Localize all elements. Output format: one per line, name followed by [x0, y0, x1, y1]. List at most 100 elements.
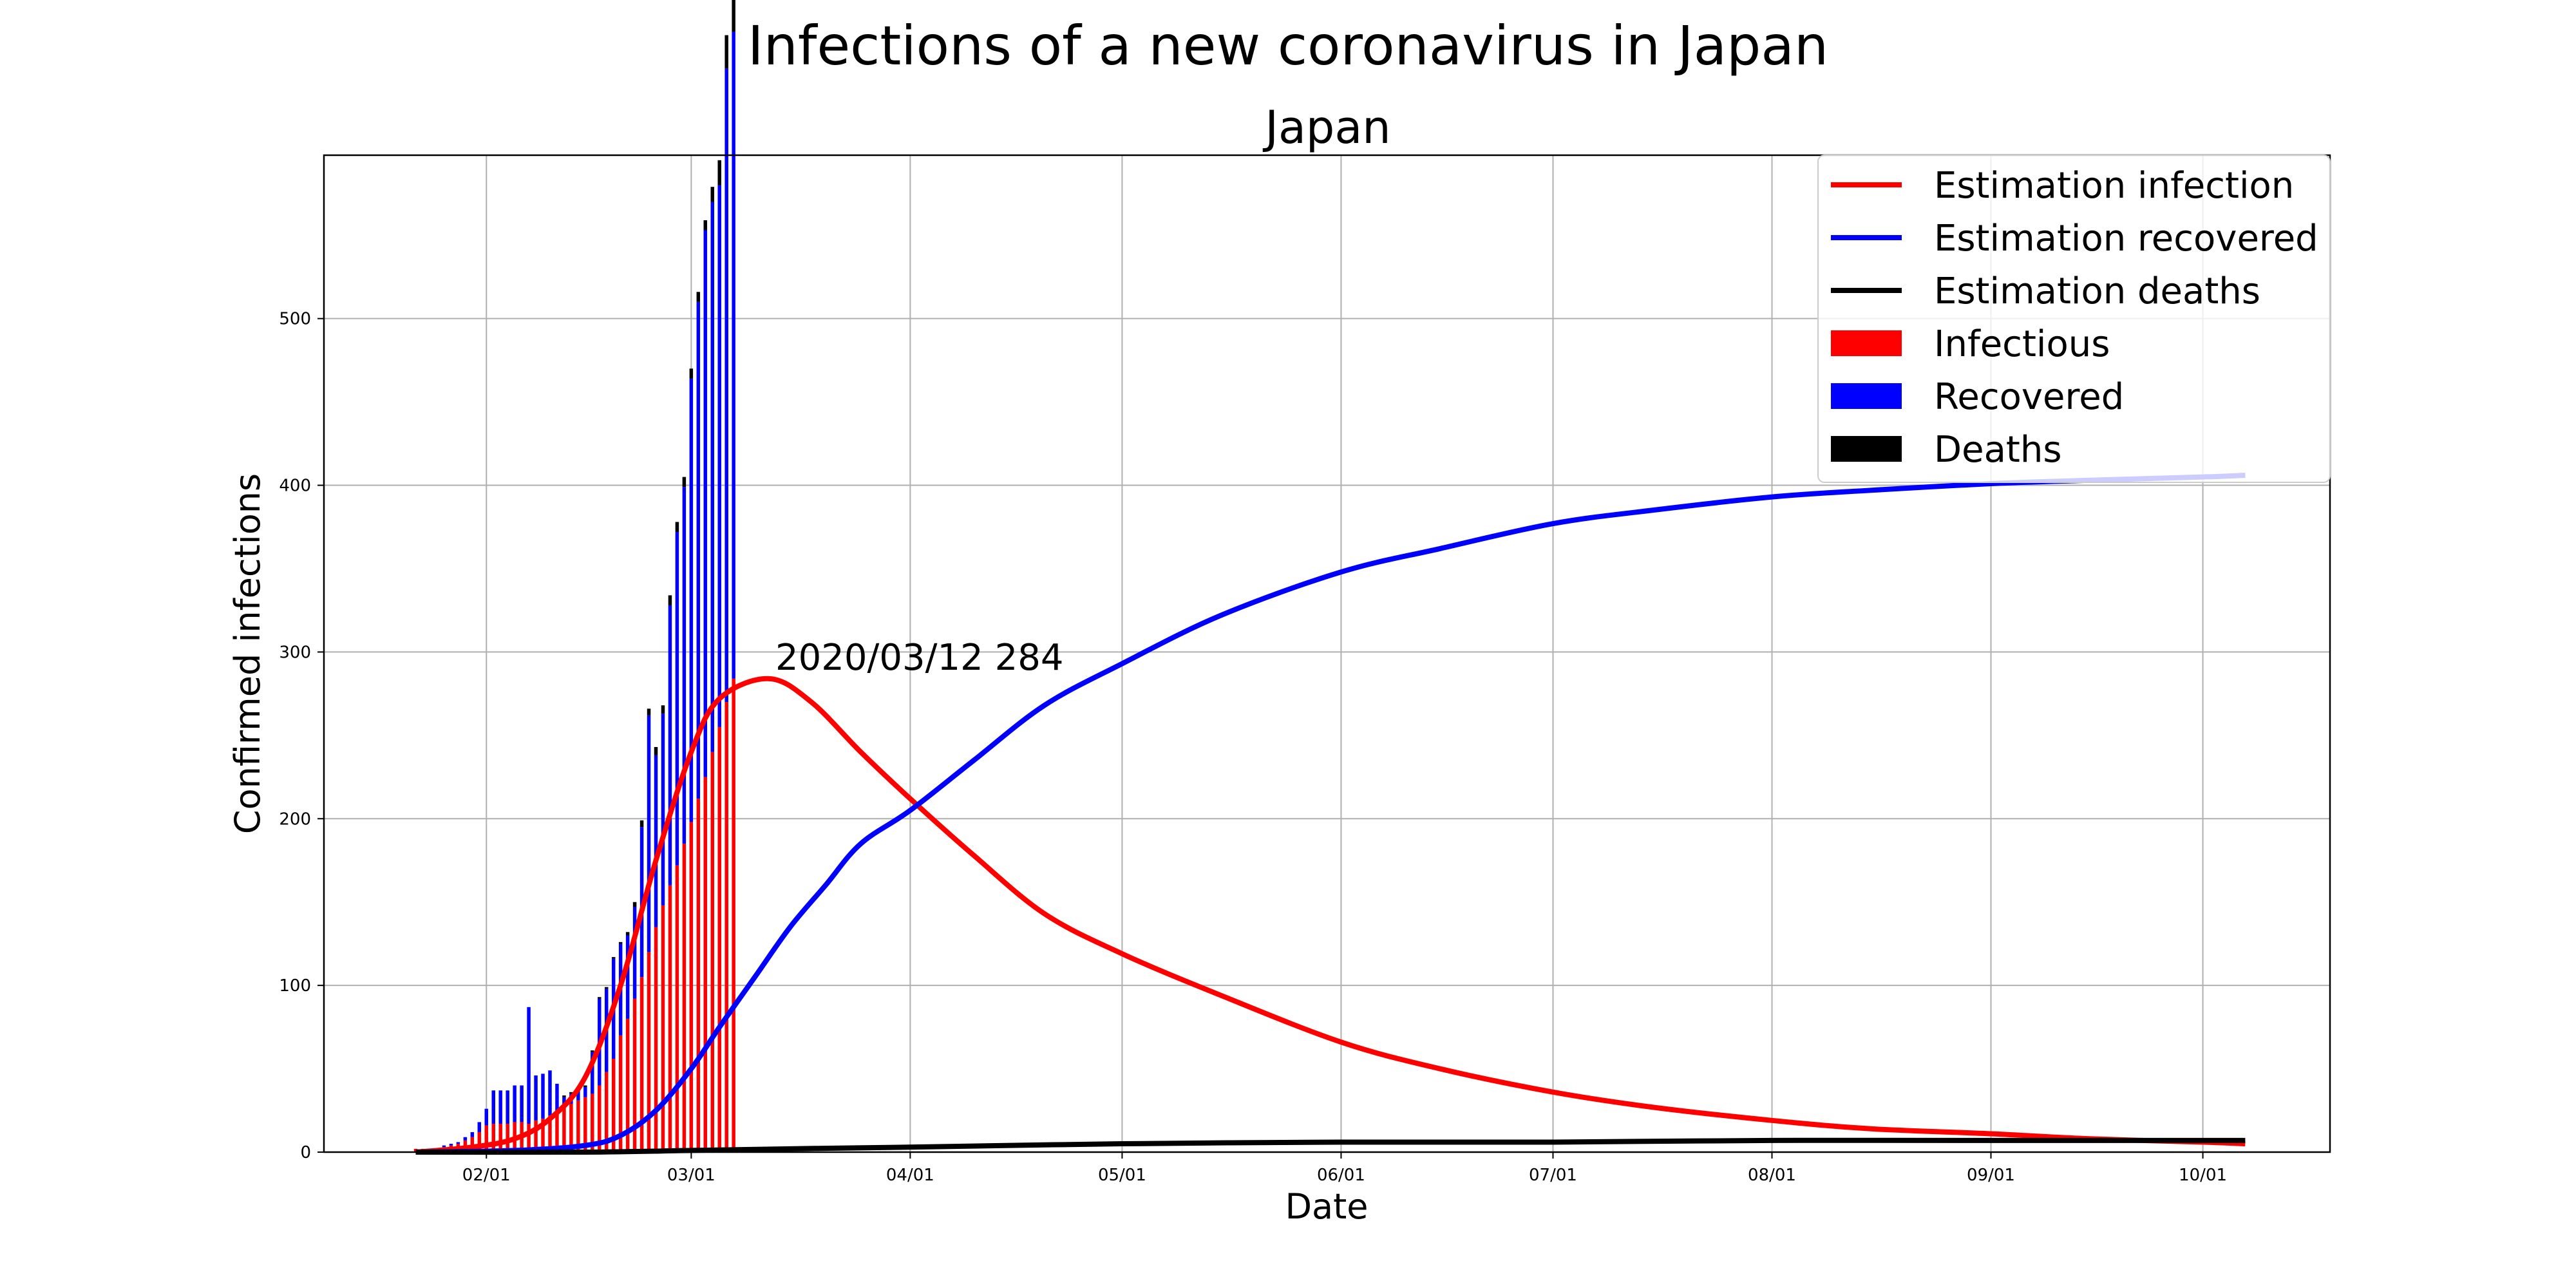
bar-recovered [520, 1085, 524, 1122]
x-tick-label: 06/01 [1317, 1166, 1365, 1185]
bar-recovered [506, 1090, 509, 1124]
bar-recovered [548, 1070, 552, 1116]
x-tick-label: 05/01 [1098, 1166, 1146, 1185]
bar-deaths [598, 997, 601, 999]
x-tick-label: 10/01 [2179, 1166, 2227, 1185]
bar-deaths [682, 477, 687, 488]
bar-deaths [583, 1085, 587, 1088]
line-estimation-recovered [415, 473, 2246, 1155]
bar-recovered [541, 1074, 545, 1119]
bar-recovered [647, 715, 651, 952]
bar-deaths [696, 292, 701, 302]
bar-infectious [484, 1125, 489, 1152]
x-axis-label: Date [1285, 1186, 1368, 1227]
legend: Estimation infection Estimation recovered… [1817, 155, 2331, 483]
bar-recovered [442, 1145, 446, 1148]
bar-recovered [562, 1097, 566, 1108]
legend-entry: Recovered [1831, 376, 2124, 418]
bar-deaths [639, 820, 644, 828]
bar-deaths [668, 595, 672, 605]
bar-infectious [583, 1097, 587, 1152]
bar-infectious [639, 977, 644, 1152]
bar-deaths [675, 522, 679, 533]
y-tick-label: 500 [279, 310, 311, 329]
bar-recovered [675, 532, 679, 866]
legend-label: Estimation infection [1934, 165, 2294, 207]
y-tick-label: 100 [279, 976, 311, 996]
bar-recovered [449, 1144, 453, 1146]
bar-recovered [591, 1052, 594, 1094]
bar-infectious [703, 777, 708, 1152]
y-tick-label: 200 [279, 810, 311, 829]
bar-infectious [661, 905, 665, 1152]
legend-entry: Deaths [1831, 429, 2062, 471]
bar-infectious [696, 799, 701, 1152]
bar-infectious [541, 1119, 545, 1152]
legend-entry: Estimation deaths [1831, 270, 2260, 312]
bar-deaths [710, 187, 714, 202]
bar-infectious [689, 822, 694, 1152]
bar-deaths [661, 705, 665, 714]
legend-label: Estimation recovered [1934, 218, 2318, 260]
bar-recovered [477, 1122, 482, 1132]
bar-deaths [625, 932, 630, 936]
bar-infectious [647, 952, 651, 1152]
line-estimation-deaths [415, 1137, 2246, 1155]
bar-infectious [506, 1123, 509, 1152]
bar-recovered [456, 1142, 460, 1144]
bar-recovered [576, 1090, 580, 1101]
bar-deaths [604, 987, 609, 989]
bar-recovered [513, 1085, 516, 1122]
y-axis-ticks: 0 100 200 300 400 500 [279, 310, 324, 1162]
bar-recovered [703, 230, 708, 777]
bar-infectious [724, 702, 728, 1152]
peak-annotation: 2020/03/12 284 [775, 637, 1063, 679]
x-axis-ticks: 02/01 03/01 04/01 05/01 06/01 07/01 08/01 09/01… [462, 1152, 2227, 1185]
bar-infectious [548, 1115, 552, 1152]
x-tick-label: 08/01 [1748, 1166, 1796, 1185]
bar-recovered [732, 32, 735, 679]
bar-deaths [562, 1095, 566, 1097]
bar-infectious [598, 1085, 601, 1152]
bar-recovered [661, 714, 665, 905]
bar-recovered [583, 1087, 587, 1097]
bar-recovered [654, 755, 658, 927]
bar-infectious [569, 1103, 573, 1152]
bar-recovered [484, 1108, 489, 1126]
bar-recovered [534, 1075, 538, 1121]
bar-deaths [569, 1092, 573, 1094]
bar-recovered [724, 68, 728, 703]
legend-label: Deaths [1934, 429, 2062, 471]
bar-infectious [618, 1035, 623, 1152]
bar-infectious [682, 844, 687, 1152]
legend-label: Estimation deaths [1934, 270, 2260, 312]
bar-infectious [555, 1110, 559, 1152]
plot-frame [323, 154, 2331, 1153]
bar-recovered [498, 1090, 502, 1124]
legend-label: Recovered [1934, 376, 2124, 418]
y-tick-label: 0 [300, 1143, 311, 1162]
bar-recovered [689, 378, 694, 822]
bar-recovered [470, 1132, 475, 1137]
bar-infectious [675, 865, 679, 1152]
x-tick-label: 07/01 [1529, 1166, 1577, 1185]
y-axis-label: Confirmed infections [227, 473, 268, 834]
chart-subtitle: Japan [1262, 101, 1390, 154]
bar-infectious [576, 1100, 580, 1152]
legend-swatch-bar [1831, 330, 1902, 356]
y-tick-label: 300 [279, 643, 311, 662]
bar-deaths [654, 746, 658, 755]
bar-infectious [534, 1120, 538, 1152]
bar-recovered [632, 907, 637, 999]
bar-infectious [527, 1123, 531, 1152]
estimation-lines [415, 473, 2246, 1155]
bar-recovered [696, 301, 701, 799]
bar-infectious [710, 752, 714, 1152]
bars [413, 0, 735, 1152]
bar-deaths [703, 220, 708, 231]
bar-infectious [668, 885, 672, 1152]
bar-recovered [682, 487, 687, 844]
bar-infectious [591, 1094, 594, 1152]
bar-infectious [654, 927, 658, 1152]
